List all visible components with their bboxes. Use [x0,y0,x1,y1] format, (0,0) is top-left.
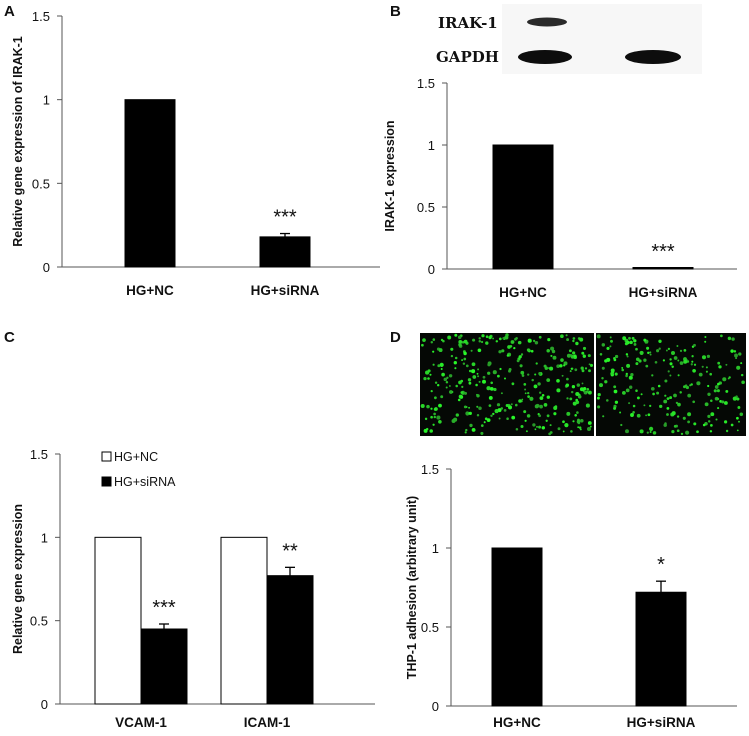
x-tick-label: HG+NC [126,283,174,298]
bar [259,236,311,268]
fluorescence-micrograph-hg-nc [420,333,594,436]
bar [220,536,268,705]
y-axis-label: IRAK-1 expression [383,120,397,231]
chart-panel-a: 0 0.5 1 1.5 Relative gene expression of IRAK… [11,9,380,298]
legend-swatch [101,476,112,487]
significance-marker: *** [651,241,675,263]
x-tick-label: HG+NC [493,715,541,730]
bar [491,547,543,707]
legend-swatch [101,451,112,462]
bar [635,591,687,707]
bar [94,536,142,705]
x-tick-label: VCAM-1 [115,715,167,730]
legend-label: HG+siRNA [114,475,176,489]
chart-panel-c: 0 0.5 1 1.5 Relative gene expression VCAM-1 IC… [11,447,375,730]
y-tick-label: 0 [41,697,48,712]
x-tick-label: HG+siRNA [627,715,696,730]
western-blot-image [502,4,702,74]
bar [124,99,176,268]
x-tick-label: HG+NC [499,285,547,300]
panel-letter-c: C [4,329,15,346]
y-tick-label: 0.5 [32,176,50,191]
y-tick-label: 1.5 [421,462,439,477]
y-tick-label: 0.5 [421,620,439,635]
fluorescence-micrograph-hg-sirna [596,333,746,436]
y-tick-label: 0 [432,699,439,714]
significance-marker: ** [282,540,298,562]
panel-letter-d: D [390,329,401,346]
significance-marker: * [657,554,665,576]
panel-letter-b: B [390,3,401,20]
blot-label-gapdh: GAPDH [436,48,499,66]
x-tick-label: HG+siRNA [629,285,698,300]
y-tick-label: 0.5 [417,200,435,215]
bar [140,628,188,705]
legend-label: HG+NC [114,450,158,464]
bar [266,575,314,705]
significance-marker: *** [273,207,297,229]
bar [492,144,554,270]
chart-panel-d: 0 0.5 1 1.5 THP-1 adhesion (arbitrary unit) H… [405,462,737,730]
x-tick-label: ICAM-1 [244,715,291,730]
y-axis-label: Relative gene expression [11,504,25,654]
y-tick-label: 0 [43,260,50,275]
y-tick-label: 1 [41,530,48,545]
blot-label-irak1: IRAK-1 [438,14,498,32]
y-tick-label: 1 [428,138,435,153]
legend: HG+NC HG+siRNA [101,450,176,489]
y-tick-label: 0.5 [30,614,48,629]
x-tick-label: HG+siRNA [251,283,320,298]
significance-marker: *** [152,597,176,619]
y-tick-label: 1.5 [30,447,48,462]
y-tick-label: 1 [432,541,439,556]
y-tick-label: 0 [428,262,435,277]
y-axis-label: Relative gene expression of IRAK-1 [11,36,25,247]
y-axis-label: THP-1 adhesion (arbitrary unit) [405,496,419,679]
y-tick-label: 1.5 [32,9,50,24]
bar [632,267,694,270]
y-tick-label: 1.5 [417,76,435,91]
panel-letter-a: A [4,3,15,20]
chart-panel-b: 0 0.5 1 1.5 IRAK-1 expression HG+NC HG+siRNA **… [383,76,737,300]
y-tick-label: 1 [43,93,50,108]
